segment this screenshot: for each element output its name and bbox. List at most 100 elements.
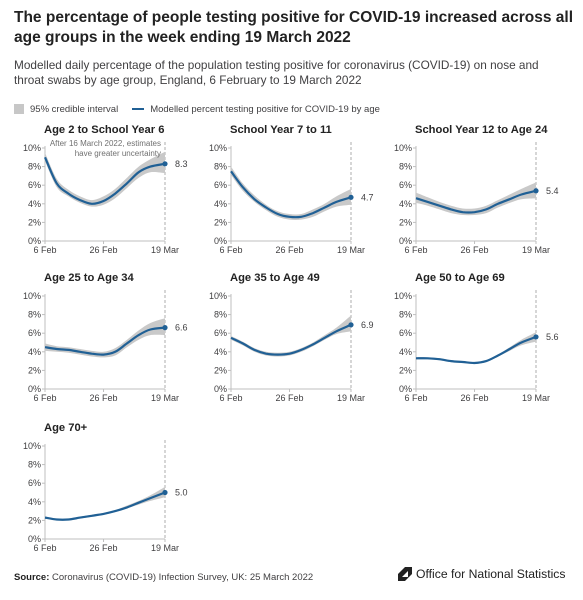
x-tick-label: 19 Mar [151,245,179,255]
panel-title: School Year 12 to Age 24 [415,124,548,136]
y-tick-label: 4% [399,347,412,357]
series-line [44,491,166,521]
y-tick-label: 10% [23,143,41,153]
end-point [162,161,168,167]
y-tick-label: 6% [399,328,412,338]
series-line [43,156,166,205]
y-tick-label: 2% [214,217,227,227]
x-tick-label: 19 Mar [522,393,550,403]
y-tick-label: 8% [28,162,41,172]
panel-chart: 0% 2% 4% 6% 8% 10% 6 Feb 26 Feb 19 Mar 8.3 After 1… [23,139,188,255]
panel-chart: 0% 2% 4% 6% 8% 10% 6 Feb 26 Feb 19 Mar 5.4 [394,142,559,255]
x-tick-label: 19 Mar [151,393,179,403]
x-tick-label: 26 Feb [90,245,118,255]
panel-chart: 0% 2% 4% 6% 8% 10% 6 Feb 26 Feb 19 Mar 5.0 [23,440,188,553]
y-tick-label: 6% [399,180,412,190]
x-tick-label: 19 Mar [151,543,179,553]
panel-chart: 0% 2% 4% 6% 8% 10% 6 Feb 26 Feb 19 Mar 5.6 [394,290,559,403]
y-tick-label: 2% [214,365,227,375]
ons-logo-text: Office for National Statistics [416,567,566,581]
x-tick-label: 19 Mar [522,245,550,255]
y-tick-label: 2% [28,365,41,375]
end-value-label: 5.4 [546,186,559,196]
end-value-label: 5.6 [546,332,559,342]
end-point [533,188,539,194]
series-line [415,335,537,365]
legend-line-label: Modelled percent testing positive for CO… [150,103,380,115]
y-tick-label: 0% [28,236,41,246]
y-tick-label: 2% [28,217,41,227]
y-tick-label: 6% [214,180,227,190]
source-note: Source: Coronavirus (COVID-19) Infection… [14,572,313,583]
x-tick-label: 19 Mar [337,393,365,403]
y-tick-label: 0% [28,384,41,394]
y-tick-label: 8% [28,310,41,320]
y-tick-label: 8% [399,310,412,320]
series-line [44,326,166,356]
y-tick-label: 8% [399,162,412,172]
y-tick-label: 4% [28,497,41,507]
x-tick-label: 26 Feb [276,245,304,255]
panel-title: Age 50 to Age 69 [415,272,505,284]
line-swatch-icon [132,107,145,111]
chart-title: The percentage of people testing positiv… [14,9,574,46]
x-tick-label: 6 Feb [219,245,242,255]
y-tick-label: 10% [209,291,227,301]
y-tick-label: 4% [28,199,41,209]
credible-interval-band [231,166,351,220]
series-line [230,323,352,356]
y-tick-label: 0% [214,384,227,394]
x-tick-label: 6 Feb [33,245,56,255]
uncertainty-note-line2: have greater uncertainty [75,149,161,158]
y-tick-label: 8% [214,310,227,320]
x-tick-label: 6 Feb [33,393,56,403]
y-tick-label: 0% [214,236,227,246]
panel-title: Age 25 to Age 34 [44,272,134,284]
y-tick-label: 6% [214,328,227,338]
x-tick-label: 26 Feb [461,393,489,403]
panel-title: Age 35 to Age 49 [230,272,320,284]
end-point [162,325,168,331]
credible-interval-band [416,182,536,216]
end-point [162,489,168,496]
end-value-label: 4.7 [361,192,374,202]
panel-chart: 0% 2% 4% 6% 8% 10% 6 Feb 26 Feb 19 Mar 6.6 [23,290,188,403]
panel-chart: 0% 2% 4% 6% 8% 10% 6 Feb 26 Feb 19 Mar 4.7 [209,142,374,255]
x-tick-label: 19 Mar [337,245,365,255]
uncertainty-note-line1: After 16 March 2022, estimates [50,139,161,148]
y-tick-label: 6% [28,328,41,338]
panel-title: School Year 7 to 11 [230,124,332,136]
y-tick-label: 10% [394,291,412,301]
ons-logo: Office for National Statistics [398,567,565,581]
panel-title: Age 2 to School Year 6 [44,124,165,136]
end-value-label: 5.0 [175,488,188,498]
legend: 95% credible interval Modelled percent t… [14,102,380,116]
credible-interval-band [231,315,351,357]
x-tick-label: 6 Feb [404,393,427,403]
end-value-label: 8.3 [175,159,188,169]
end-point [348,194,354,200]
y-tick-label: 0% [399,236,412,246]
y-tick-label: 8% [28,460,41,470]
x-tick-label: 26 Feb [461,245,489,255]
legend-ci-label: 95% credible interval [30,103,119,115]
y-tick-label: 6% [28,478,41,488]
y-tick-label: 4% [214,199,227,209]
panel-title: Age 70+ [44,422,88,434]
x-tick-label: 6 Feb [219,393,242,403]
ons-logo-icon [398,567,412,581]
y-tick-label: 2% [399,365,412,375]
y-tick-label: 4% [399,199,412,209]
y-tick-label: 8% [214,162,227,172]
y-tick-label: 4% [214,347,227,357]
y-tick-label: 4% [28,347,41,357]
x-tick-label: 6 Feb [404,245,427,255]
x-tick-label: 26 Feb [90,393,118,403]
y-tick-label: 0% [399,384,412,394]
end-value-label: 6.6 [175,323,188,333]
y-tick-label: 10% [209,143,227,153]
y-tick-label: 2% [399,217,412,227]
x-tick-label: 6 Feb [33,543,56,553]
y-tick-label: 10% [23,291,41,301]
credible-interval-band [45,318,165,358]
